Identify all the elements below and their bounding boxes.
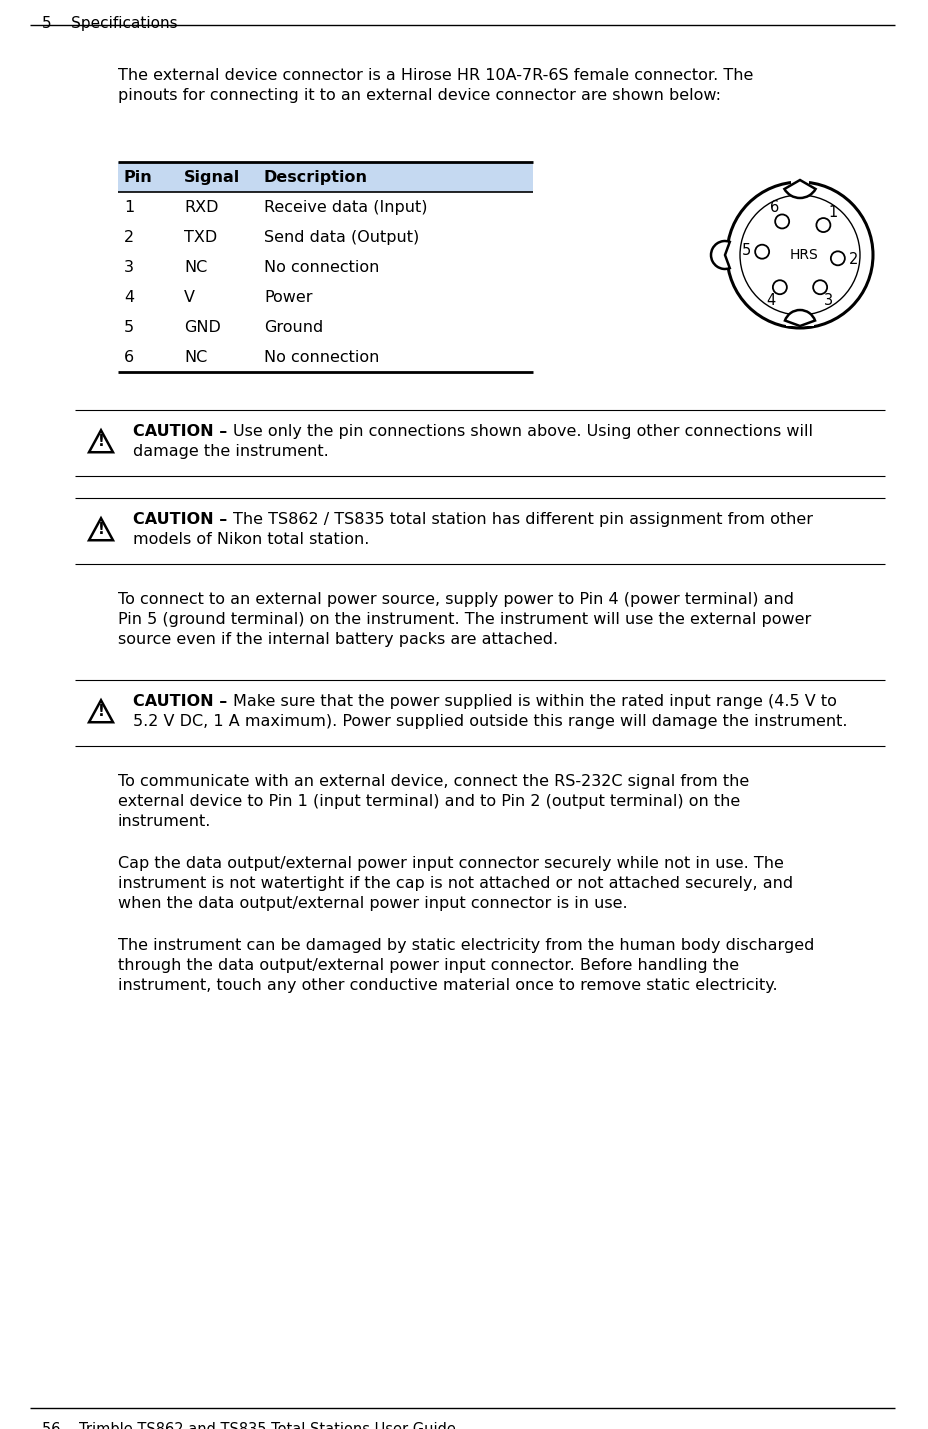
Text: NC: NC [184, 350, 207, 364]
Text: !: ! [97, 703, 104, 719]
Text: Signal: Signal [184, 170, 240, 184]
Text: models of Nikon total station.: models of Nikon total station. [133, 532, 369, 547]
Circle shape [754, 244, 768, 259]
Wedge shape [783, 180, 815, 199]
Text: Send data (Output): Send data (Output) [264, 230, 419, 244]
Circle shape [727, 181, 872, 329]
Text: GND: GND [184, 320, 221, 334]
Text: 4: 4 [766, 293, 775, 309]
Text: instrument.: instrument. [118, 815, 212, 829]
Text: !: ! [97, 522, 104, 536]
Text: HRS: HRS [789, 249, 818, 262]
Wedge shape [710, 242, 729, 269]
Circle shape [772, 280, 786, 294]
Text: Pin 5 (ground terminal) on the instrument. The instrument will use the external : Pin 5 (ground terminal) on the instrumen… [118, 612, 810, 627]
Circle shape [812, 280, 826, 294]
Text: damage the instrument.: damage the instrument. [133, 444, 329, 459]
Text: The TS862 / TS835 total station has different pin assignment from other: The TS862 / TS835 total station has diff… [233, 512, 812, 527]
Text: 6: 6 [769, 200, 779, 214]
Circle shape [830, 252, 844, 266]
Polygon shape [785, 322, 813, 326]
Text: 56    Trimble TS862 and TS835 Total Stations User Guide: 56 Trimble TS862 and TS835 Total Station… [42, 1422, 456, 1429]
Text: No connection: No connection [264, 350, 379, 364]
Text: !: ! [97, 433, 104, 449]
Text: 5.2 V DC, 1 A maximum). Power supplied outside this range will damage the instru: 5.2 V DC, 1 A maximum). Power supplied o… [133, 714, 846, 729]
Text: Power: Power [264, 290, 312, 304]
Text: To communicate with an external device, connect the RS-232C signal from the: To communicate with an external device, … [118, 775, 749, 789]
Text: 1: 1 [828, 204, 837, 220]
Text: The instrument can be damaged by static electricity from the human body discharg: The instrument can be damaged by static … [118, 937, 814, 953]
Text: Description: Description [264, 170, 367, 184]
Text: 3: 3 [823, 293, 832, 309]
Text: 5: 5 [741, 243, 750, 257]
Text: 3: 3 [123, 260, 134, 274]
Text: CAUTION –: CAUTION – [133, 694, 233, 709]
Text: No connection: No connection [264, 260, 379, 274]
Text: through the data output/external power input connector. Before handling the: through the data output/external power i… [118, 957, 739, 973]
Text: 2: 2 [848, 252, 857, 267]
Text: Make sure that the power supplied is within the rated input range (4.5 V to: Make sure that the power supplied is wit… [233, 694, 836, 709]
Text: instrument is not watertight if the cap is not attached or not attached securely: instrument is not watertight if the cap … [118, 876, 793, 892]
Text: 2: 2 [123, 230, 134, 244]
Text: instrument, touch any other conductive material once to remove static electricit: instrument, touch any other conductive m… [118, 977, 777, 993]
Text: 4: 4 [123, 290, 134, 304]
Text: CAUTION –: CAUTION – [133, 512, 233, 527]
Circle shape [740, 194, 859, 314]
Text: 1: 1 [123, 200, 135, 214]
Circle shape [774, 214, 788, 229]
Text: 5    Specifications: 5 Specifications [42, 16, 177, 31]
Circle shape [716, 171, 882, 339]
Text: Pin: Pin [123, 170, 152, 184]
Text: V: V [184, 290, 195, 304]
Text: Use only the pin connections shown above. Using other connections will: Use only the pin connections shown above… [233, 424, 812, 439]
Bar [118, 161, 533, 191]
Text: 5: 5 [123, 320, 134, 334]
Text: Cap the data output/external power input connector securely while not in use. Th: Cap the data output/external power input… [118, 856, 783, 872]
Text: Ground: Ground [264, 320, 323, 334]
Text: TXD: TXD [184, 230, 217, 244]
Text: when the data output/external power input connector is in use.: when the data output/external power inpu… [118, 896, 627, 912]
Text: Receive data (Input): Receive data (Input) [264, 200, 427, 214]
Text: external device to Pin 1 (input terminal) and to Pin 2 (output terminal) on the: external device to Pin 1 (input terminal… [118, 795, 740, 809]
Polygon shape [790, 180, 808, 184]
Text: 6: 6 [123, 350, 134, 364]
Polygon shape [724, 247, 728, 263]
Text: CAUTION –: CAUTION – [133, 424, 233, 439]
Text: source even if the internal battery packs are attached.: source even if the internal battery pack… [118, 632, 558, 647]
Text: The external device connector is a Hirose HR 10A-7R-6S female connector. The: The external device connector is a Hiros… [118, 69, 753, 83]
Wedge shape [784, 310, 814, 326]
Text: NC: NC [184, 260, 207, 274]
Text: To connect to an external power source, supply power to Pin 4 (power terminal) a: To connect to an external power source, … [118, 592, 793, 607]
Text: RXD: RXD [184, 200, 218, 214]
Circle shape [816, 219, 830, 231]
Text: pinouts for connecting it to an external device connector are shown below:: pinouts for connecting it to an external… [118, 89, 720, 103]
